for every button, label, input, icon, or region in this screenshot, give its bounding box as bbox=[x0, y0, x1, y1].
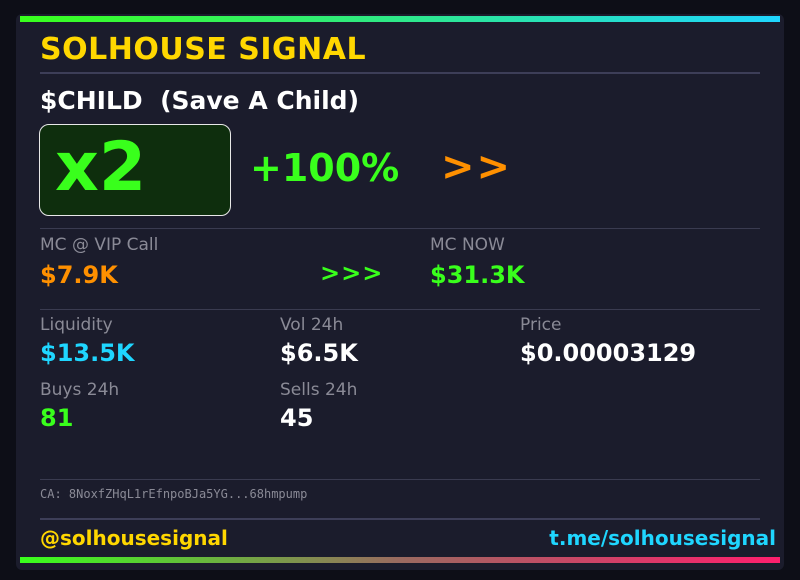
sells-value: 45 bbox=[280, 404, 314, 432]
bottom-gradient-bar bbox=[20, 557, 780, 563]
brand-title: SOLHOUSE SIGNAL bbox=[40, 32, 367, 67]
token-ticker: $CHILD bbox=[40, 86, 143, 115]
mc-call-value: $7.9K bbox=[40, 261, 118, 289]
multiplier-box bbox=[39, 124, 231, 216]
mc-now-label: MC NOW bbox=[430, 235, 505, 255]
sells-label: Sells 24h bbox=[280, 380, 358, 400]
mc-now-value: $31.3K bbox=[430, 261, 525, 289]
header-divider bbox=[40, 72, 760, 74]
volume-label: Vol 24h bbox=[280, 315, 344, 335]
contract-address[interactable]: CA: 8NoxfZHqL1rEfnpoBJa5YG...68hmpump bbox=[40, 487, 308, 501]
footer-divider bbox=[40, 518, 760, 520]
triple-chevron-icon: >>> bbox=[320, 259, 384, 287]
token-name: (Save A Child) bbox=[160, 86, 359, 115]
section-divider bbox=[40, 479, 760, 480]
top-gradient-bar bbox=[20, 16, 780, 22]
chevron-right-icon: >> bbox=[441, 144, 513, 190]
volume-value: $6.5K bbox=[280, 339, 358, 367]
price-value: $0.00003129 bbox=[520, 339, 697, 367]
section-divider bbox=[40, 309, 760, 310]
social-handle-link[interactable]: @solhousesignal bbox=[40, 526, 228, 550]
buys-value: 81 bbox=[40, 404, 74, 432]
telegram-link[interactable]: t.me/solhousesignal bbox=[549, 526, 776, 550]
token-title: $CHILD (Save A Child) bbox=[40, 86, 359, 115]
liquidity-label: Liquidity bbox=[40, 315, 113, 335]
multiplier-value: x2 bbox=[55, 128, 147, 207]
liquidity-value: $13.5K bbox=[40, 339, 135, 367]
section-divider bbox=[40, 228, 760, 229]
signal-card bbox=[16, 14, 784, 570]
price-label: Price bbox=[520, 315, 562, 335]
gain-percent: +100% bbox=[250, 146, 400, 190]
mc-call-label: MC @ VIP Call bbox=[40, 235, 159, 255]
buys-label: Buys 24h bbox=[40, 380, 120, 400]
